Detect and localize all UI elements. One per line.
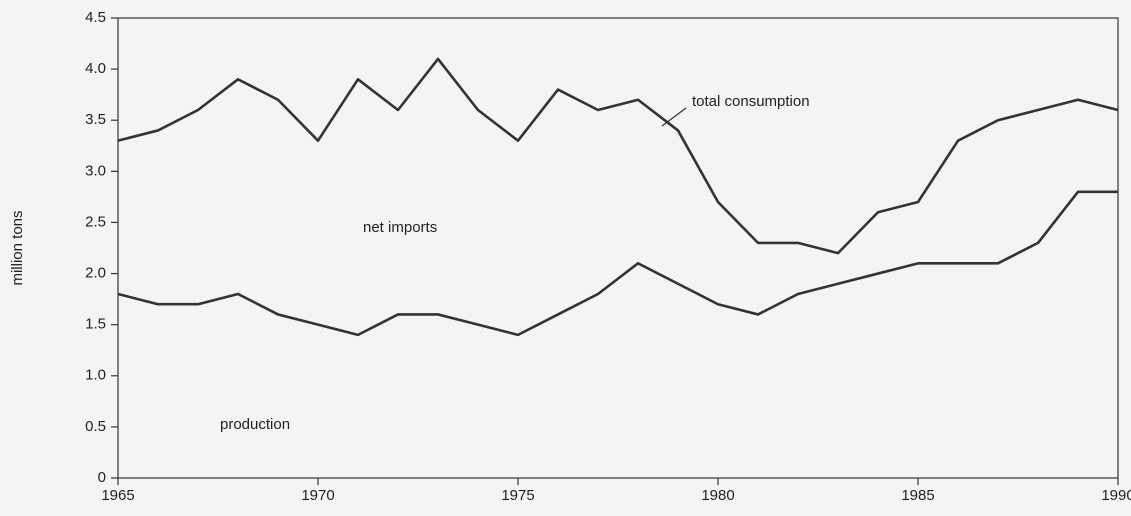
x-tick-label: 1980 — [701, 487, 734, 504]
annotation: net imports — [363, 219, 437, 236]
x-tick-label: 1975 — [501, 487, 534, 504]
x-tick-label: 1985 — [901, 487, 934, 504]
y-tick-label: 1.5 — [85, 316, 106, 333]
x-tick-label: 1970 — [301, 487, 334, 504]
annotation-pointer — [661, 107, 687, 127]
x-tick-label: 1990 — [1101, 487, 1131, 504]
y-tick-label: 4.5 — [85, 9, 106, 26]
y-tick-label: 1.0 — [85, 367, 106, 384]
y-axis-label: million tons — [9, 210, 26, 285]
series-line — [117, 190, 1118, 337]
x-tick-label: 1965 — [101, 487, 134, 504]
plot-frame — [117, 17, 1119, 479]
series-line — [117, 57, 1119, 255]
y-tick-label: 0.5 — [85, 418, 106, 435]
y-tick-label: 4.0 — [85, 60, 106, 77]
y-tick-label: 3.5 — [85, 111, 106, 128]
series-label: total consumption — [692, 93, 810, 110]
y-tick-label: 2.0 — [85, 265, 106, 282]
y-tick-label: 2.5 — [85, 213, 106, 230]
series-label: production — [220, 416, 290, 433]
y-tick-label: 3.0 — [85, 162, 106, 179]
y-tick-label: 0 — [98, 469, 106, 486]
